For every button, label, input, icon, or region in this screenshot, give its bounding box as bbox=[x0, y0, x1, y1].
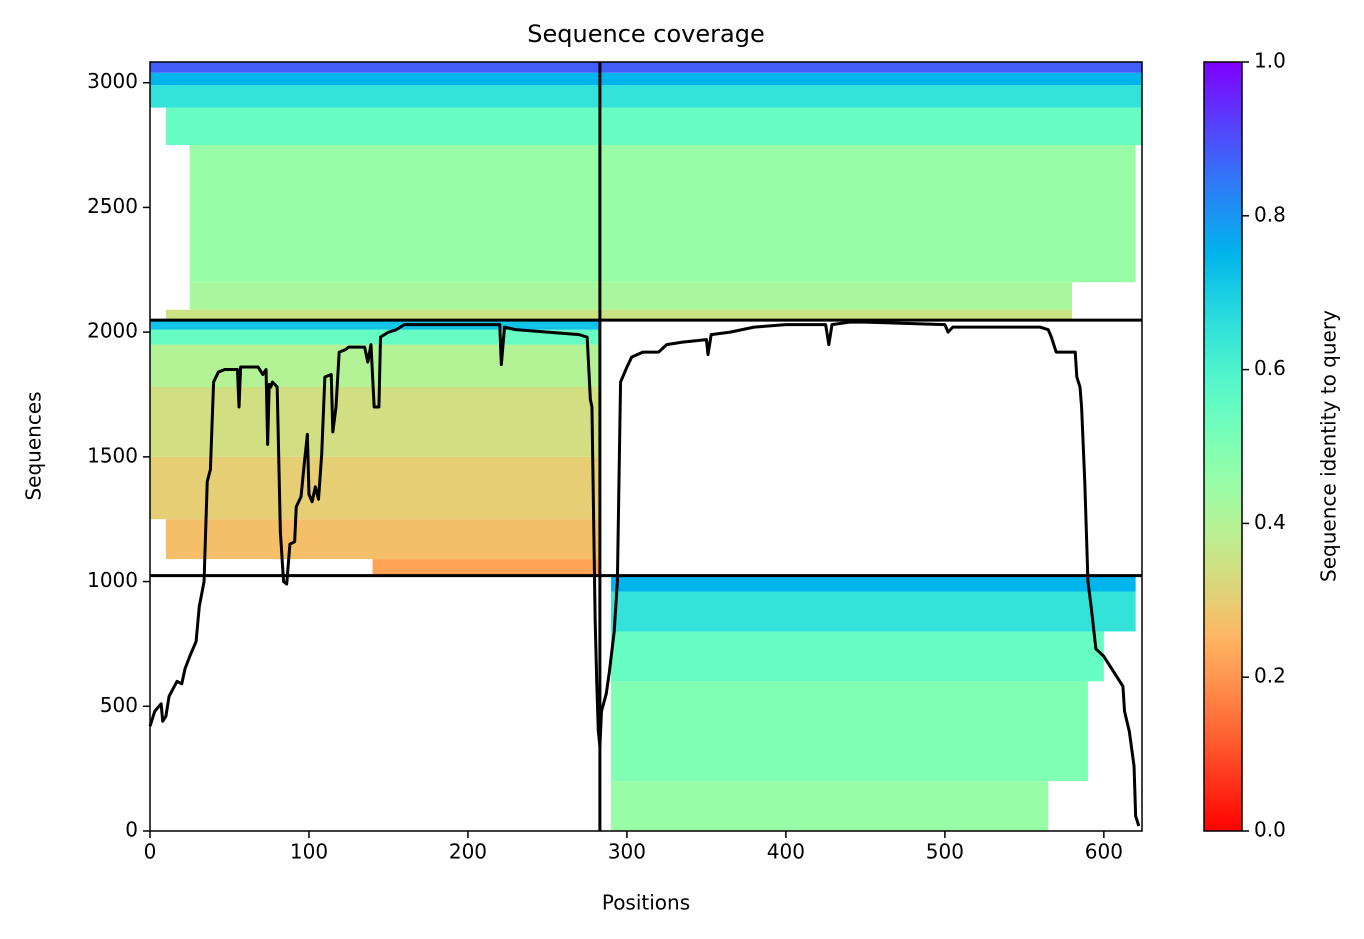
identity-band bbox=[150, 320, 600, 330]
colorbar-tick-label: 1.0 bbox=[1254, 49, 1286, 73]
identity-band bbox=[611, 591, 1136, 632]
x-axis-label: Positions bbox=[602, 891, 690, 915]
identity-band bbox=[150, 72, 1142, 86]
identity-band bbox=[165, 309, 1073, 321]
identity-band bbox=[189, 145, 1136, 283]
x-tick-label: 0 bbox=[144, 840, 157, 864]
x-tick-label: 600 bbox=[1085, 840, 1123, 864]
identity-band bbox=[611, 681, 1088, 782]
identity-band bbox=[372, 559, 600, 576]
colorbar bbox=[1203, 61, 1243, 832]
colorbar-tick-label: 0.2 bbox=[1254, 664, 1286, 688]
identity-band bbox=[611, 631, 1104, 682]
identity-band bbox=[611, 575, 1136, 592]
colorbar-label: Sequence identity to query bbox=[1317, 310, 1341, 582]
y-tick-label: 500 bbox=[100, 693, 138, 717]
coverage-line bbox=[148, 320, 1141, 827]
identity-band bbox=[150, 62, 1142, 73]
y-tick-label: 0 bbox=[125, 818, 138, 842]
colorbar-tick-label: 0.6 bbox=[1254, 356, 1286, 380]
identity-band bbox=[165, 519, 600, 560]
y-axis-label: Sequences bbox=[22, 391, 46, 500]
identity-band bbox=[189, 282, 1073, 310]
colorbar-tick-label: 0.0 bbox=[1254, 818, 1286, 842]
y-tick-label: 1500 bbox=[87, 443, 138, 467]
colorbar-tick-label: 0.4 bbox=[1254, 510, 1286, 534]
identity-band bbox=[165, 107, 1142, 146]
x-tick-label: 500 bbox=[926, 840, 964, 864]
x-tick-label: 300 bbox=[608, 840, 646, 864]
identity-band bbox=[150, 456, 600, 520]
plot-frame bbox=[149, 61, 1143, 832]
chart-title: Sequence coverage bbox=[527, 20, 764, 48]
identity-band bbox=[150, 85, 1142, 108]
x-tick-label: 400 bbox=[767, 840, 805, 864]
y-tick-label: 3000 bbox=[87, 69, 138, 93]
y-tick-label: 1000 bbox=[87, 568, 138, 592]
colorbar-tick-label: 0.8 bbox=[1254, 202, 1286, 226]
x-tick-label: 100 bbox=[290, 840, 328, 864]
identity-band bbox=[150, 344, 600, 388]
y-tick-label: 2500 bbox=[87, 194, 138, 218]
x-tick-label: 200 bbox=[449, 840, 487, 864]
identity-band bbox=[150, 329, 600, 345]
y-tick-label: 2000 bbox=[87, 319, 138, 343]
identity-band bbox=[611, 781, 1049, 831]
